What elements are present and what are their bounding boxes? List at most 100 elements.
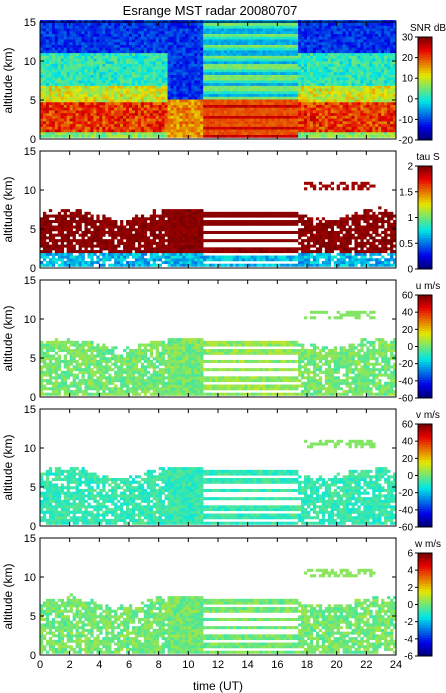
- heatmap-cell: [244, 63, 248, 67]
- heatmap-cell: [280, 115, 284, 119]
- heatmap-cell: [286, 47, 290, 51]
- heatmap-cell: [170, 96, 174, 100]
- heatmap-cell: [188, 91, 192, 95]
- heatmap-cell: [182, 123, 186, 127]
- heatmap-cell: [188, 22, 192, 26]
- heatmap-cell: [241, 66, 245, 70]
- heatmap-cell: [131, 44, 136, 48]
- heatmap-cell: [330, 61, 334, 65]
- heatmap-cell: [57, 44, 62, 48]
- heatmap-cell: [292, 123, 296, 127]
- heatmap-cell: [220, 96, 225, 100]
- heatmap-cell: [301, 131, 305, 136]
- heatmap-cell: [259, 52, 263, 56]
- heatmap-cell: [215, 129, 219, 133]
- heatmap-cell: [206, 47, 210, 51]
- heatmap-cell: [137, 107, 142, 111]
- heatmap-cell: [105, 107, 109, 111]
- heatmap-cell: [372, 39, 376, 43]
- heatmap-cell: [197, 36, 201, 40]
- heatmap-cell: [194, 41, 198, 45]
- heatmap-cell: [63, 69, 67, 73]
- heatmap-cell: [203, 61, 207, 65]
- heatmap-cell: [277, 96, 281, 100]
- heatmap-cell: [212, 50, 216, 54]
- heatmap-cell: [268, 93, 272, 97]
- heatmap-cell: [312, 25, 317, 29]
- heatmap-cell: [345, 41, 349, 45]
- heatmap-cell: [366, 74, 370, 78]
- heatmap-cell: [75, 134, 79, 138]
- heatmap-cell: [247, 112, 251, 116]
- heatmap-cell: [262, 131, 266, 136]
- heatmap-cell: [182, 39, 186, 43]
- heatmap-cell: [218, 82, 222, 86]
- heatmap-cell: [176, 123, 180, 127]
- heatmap-cell: [220, 112, 225, 116]
- heatmap-cell: [96, 123, 100, 127]
- heatmap-cell: [84, 115, 88, 119]
- heatmap-cell: [232, 39, 237, 43]
- heatmap-cell: [351, 25, 355, 29]
- heatmap-cell: [304, 22, 308, 26]
- heatmap-cell: [215, 77, 219, 81]
- heatmap-cell: [330, 110, 334, 114]
- heatmap-cell: [99, 30, 103, 34]
- heatmap-cell: [336, 47, 340, 51]
- heatmap-cell: [363, 93, 367, 97]
- heatmap-cell: [366, 123, 370, 127]
- heatmap-cell: [108, 115, 112, 119]
- heatmap-cell: [327, 131, 332, 136]
- heatmap-cell: [84, 74, 88, 78]
- heatmap-cell: [81, 93, 85, 97]
- heatmap-cell: [182, 28, 186, 32]
- heatmap-cell: [197, 110, 201, 114]
- heatmap-cell: [295, 123, 299, 127]
- heatmap-cell: [357, 30, 361, 34]
- heatmap-cell: [253, 63, 257, 67]
- heatmap-cell: [90, 123, 94, 127]
- heatmap-cell: [333, 25, 337, 29]
- heatmap-cell: [105, 91, 109, 95]
- heatmap-cell: [265, 104, 269, 108]
- heatmap-cell: [351, 36, 355, 40]
- heatmap-cell: [336, 118, 340, 122]
- heatmap-cell: [336, 107, 340, 111]
- heatmap-cell: [336, 134, 340, 138]
- heatmap-cell: [381, 47, 385, 51]
- heatmap-cell: [96, 80, 100, 84]
- heatmap-cell: [375, 39, 379, 43]
- heatmap-cell: [280, 28, 284, 32]
- heatmap-cell: [348, 101, 352, 105]
- heatmap-cell: [197, 115, 201, 119]
- heatmap-cell: [179, 58, 183, 62]
- heatmap-cell: [182, 115, 186, 119]
- heatmap-cell: [108, 36, 112, 40]
- heatmap-cell: [339, 123, 343, 127]
- heatmap-cell: [283, 126, 287, 130]
- heatmap-cell: [60, 33, 65, 37]
- heatmap-cell: [123, 93, 127, 97]
- heatmap-cell: [78, 61, 82, 65]
- heatmap-cell: [247, 55, 251, 59]
- heatmap-cell: [51, 85, 56, 89]
- heatmap-cell: [226, 41, 231, 45]
- heatmap-cell: [271, 134, 275, 138]
- heatmap-cell: [384, 129, 388, 133]
- heatmap-cell: [99, 88, 103, 92]
- heatmap-cell: [223, 52, 228, 56]
- heatmap-cell: [336, 55, 340, 59]
- heatmap-cell: [60, 52, 65, 56]
- heatmap-cell: [117, 101, 121, 105]
- heatmap-cell: [333, 22, 337, 26]
- heatmap-cell: [330, 36, 334, 40]
- heatmap-cell: [60, 47, 65, 51]
- heatmap-cell: [45, 52, 50, 56]
- heatmap-cell: [318, 39, 323, 43]
- heatmap-cell: [63, 104, 67, 108]
- heatmap-cell: [197, 47, 201, 51]
- heatmap-cell: [312, 123, 317, 127]
- heatmap-cell: [318, 126, 323, 130]
- heatmap-cell: [87, 126, 91, 130]
- heatmap-cell: [188, 126, 192, 130]
